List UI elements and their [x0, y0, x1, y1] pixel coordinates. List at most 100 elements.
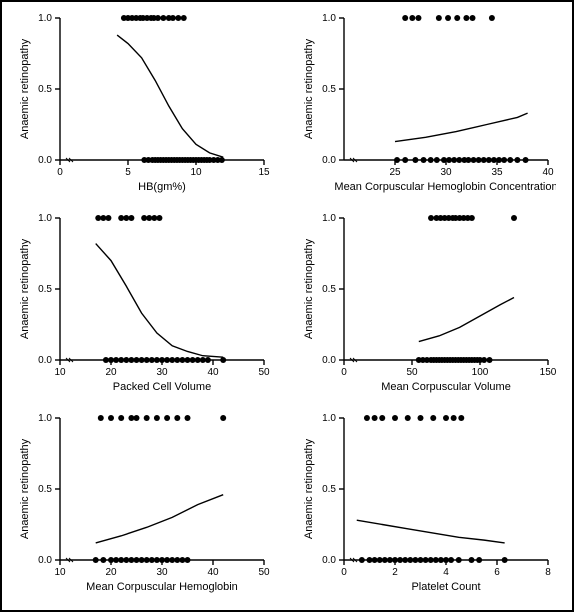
data-point [118, 215, 124, 221]
x-tick-label: 0 [341, 367, 347, 378]
data-point [98, 415, 104, 421]
data-point [514, 157, 520, 163]
data-point [379, 415, 385, 421]
fit-curve [96, 244, 224, 358]
x-tick-label: 100 [472, 367, 489, 378]
y-axis-label: Anaemic retinopathy [303, 38, 315, 139]
x-tick-label: 35 [491, 167, 503, 178]
panel-2: 10203040500.00.51.0Packed Cell VolumeAna… [12, 210, 272, 400]
data-point [405, 415, 411, 421]
data-point [470, 15, 476, 21]
x-tick-label: 20 [105, 367, 117, 378]
chart-svg: 0501001500.00.51.0Mean Corpuscular Volum… [296, 210, 556, 400]
data-point [220, 357, 226, 363]
data-point [502, 557, 508, 563]
x-tick-label: 40 [207, 367, 219, 378]
x-tick-label: 10 [190, 167, 202, 178]
chart-svg: 10203040500.00.51.0Packed Cell VolumeAna… [12, 210, 272, 400]
data-point [100, 557, 106, 563]
data-point [394, 157, 400, 163]
data-point [174, 415, 180, 421]
y-tick-label: 0.0 [38, 155, 52, 166]
data-point [372, 415, 378, 421]
chart-svg: 10203040500.00.51.0Mean Corpuscular Hemo… [12, 410, 272, 600]
data-point [185, 415, 191, 421]
data-point [463, 15, 469, 21]
fit-curve [419, 298, 514, 342]
data-point [402, 157, 408, 163]
panel-4: 10203040500.00.51.0Mean Corpuscular Hemo… [12, 410, 272, 600]
data-point [511, 215, 517, 221]
x-tick-label: 6 [494, 567, 500, 578]
fit-curve [395, 113, 528, 141]
data-point [108, 415, 114, 421]
data-point [489, 15, 495, 21]
data-point [430, 415, 436, 421]
data-point [421, 157, 427, 163]
x-tick-label: 25 [389, 167, 401, 178]
x-tick-label: 150 [540, 367, 556, 378]
fit-curve [357, 520, 505, 543]
data-point [164, 415, 170, 421]
data-point [128, 215, 134, 221]
x-tick-label: 30 [156, 367, 168, 378]
data-point [392, 415, 398, 421]
data-point [407, 557, 413, 563]
chart-svg: 253035400.00.51.0Mean Corpuscular Hemogl… [296, 10, 556, 200]
figure-container: 0510150.00.51.0HB(gm%)Anaemic retinopath… [0, 0, 574, 612]
data-point [469, 557, 475, 563]
x-tick-label: 50 [258, 367, 270, 378]
data-point [118, 415, 124, 421]
x-axis-label: Platelet Count [411, 581, 480, 593]
data-point [118, 557, 124, 563]
chart-svg: 024680.00.51.0Platelet CountAnaemic reti… [296, 410, 556, 600]
data-point [471, 157, 477, 163]
data-point [402, 15, 408, 21]
data-point [418, 415, 424, 421]
y-tick-label: 0.5 [322, 84, 336, 95]
x-tick-label: 0 [57, 167, 63, 178]
x-axis-label: Mean Corpuscular Hemoglobin [86, 581, 238, 593]
data-point [451, 415, 457, 421]
data-point [436, 15, 442, 21]
data-point [156, 215, 162, 221]
y-tick-label: 1.0 [322, 13, 336, 24]
data-point [154, 415, 160, 421]
y-tick-label: 0.5 [322, 284, 336, 295]
x-tick-label: 8 [545, 567, 551, 578]
data-point [359, 557, 365, 563]
x-tick-label: 2 [392, 567, 398, 578]
y-tick-label: 0.5 [322, 484, 336, 495]
data-point [454, 15, 460, 21]
y-tick-label: 0.5 [38, 484, 52, 495]
data-point [364, 415, 370, 421]
x-tick-label: 30 [440, 167, 452, 178]
data-point [93, 557, 99, 563]
x-tick-label: 15 [258, 167, 270, 178]
x-tick-label: 30 [156, 567, 168, 578]
x-tick-label: 50 [258, 567, 270, 578]
x-tick-label: 0 [341, 567, 347, 578]
data-point [428, 157, 434, 163]
x-axis-label: Packed Cell Volume [113, 381, 211, 393]
data-point [434, 157, 440, 163]
x-axis-label: HB(gm%) [138, 181, 186, 193]
x-tick-label: 10 [54, 367, 66, 378]
data-point [155, 15, 161, 21]
y-tick-label: 0.0 [38, 555, 52, 566]
x-tick-label: 40 [207, 567, 219, 578]
data-point [181, 15, 187, 21]
data-point [185, 557, 191, 563]
data-point [443, 415, 449, 421]
data-point [523, 157, 529, 163]
data-point [118, 357, 124, 363]
data-point [105, 215, 111, 221]
data-point [415, 15, 421, 21]
data-point [205, 357, 211, 363]
data-point [507, 157, 513, 163]
data-point [219, 157, 225, 163]
data-point [144, 415, 150, 421]
data-point [160, 15, 166, 21]
data-point [448, 557, 454, 563]
data-point [428, 215, 434, 221]
